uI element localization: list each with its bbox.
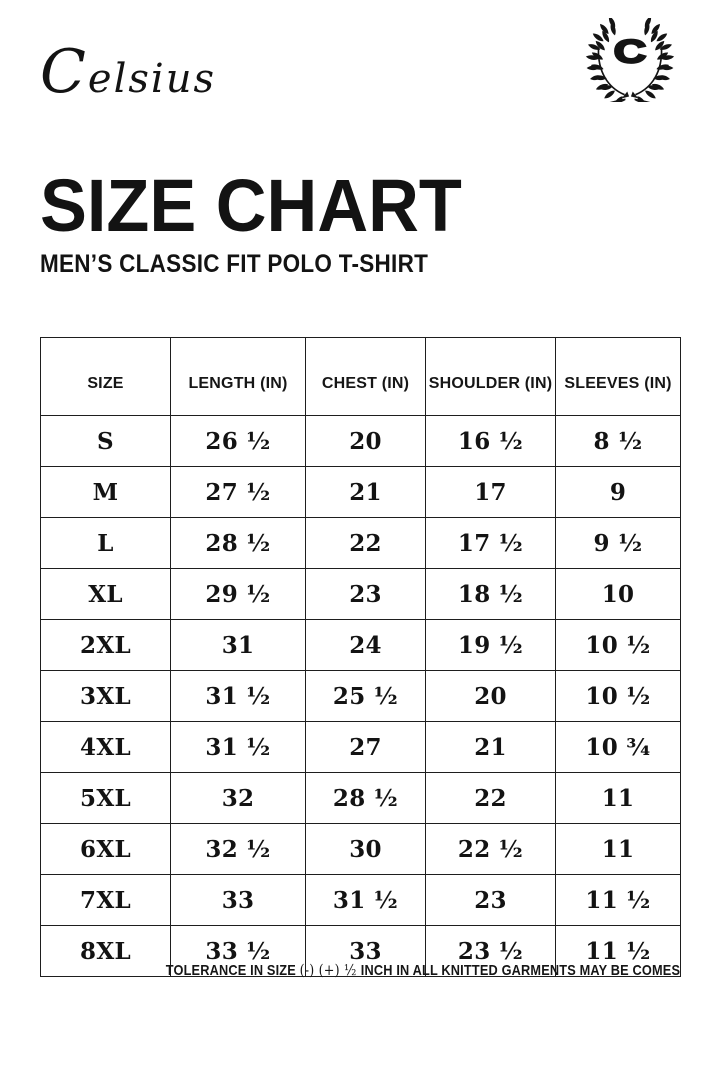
- size-cell: S: [40, 415, 171, 467]
- shoulder-cell: 17 ½: [425, 517, 556, 569]
- chest-cell: 20: [305, 415, 426, 467]
- col-header-sleeves: SLEEVES (IN): [555, 337, 681, 416]
- size-cell: 2XL: [40, 619, 171, 671]
- shoulder-cell: 22: [425, 772, 556, 824]
- tolerance-note-symbols: (-) (+) ½: [299, 961, 361, 979]
- table-row: 7XL 33 31 ½ 23 11 ½: [40, 874, 681, 926]
- table-row: 8XL 33 ½ 33 23 ½ 11 ½: [40, 925, 681, 977]
- table-row: 5XL 32 28 ½ 22 11: [40, 772, 681, 824]
- shoulder-cell: 17: [425, 466, 556, 518]
- table-row: M 27 ½ 21 17 9: [40, 466, 681, 518]
- col-header-size: SIZE: [40, 337, 171, 416]
- header-row: SIZE LENGTH (IN) CHEST (IN) SHOULDER (IN…: [40, 337, 681, 416]
- tolerance-note-text-2: INCH IN ALL KNITTED GARMENTS MAY BE COME…: [360, 962, 680, 979]
- length-cell: 33 ½: [170, 925, 306, 977]
- table-row: L 28 ½ 22 17 ½ 9 ½: [40, 517, 681, 569]
- size-cell: 7XL: [40, 874, 171, 926]
- shoulder-cell: 22 ½: [425, 823, 556, 875]
- size-chart-table: SIZE LENGTH (IN) CHEST (IN) SHOULDER (IN…: [40, 337, 681, 977]
- chest-cell: 33: [305, 925, 426, 977]
- table-row: 3XL 31 ½ 25 ½ 20 10 ½: [40, 670, 681, 722]
- chest-cell: 27: [305, 721, 426, 773]
- table-row: 6XL 32 ½ 30 22 ½ 11: [40, 823, 681, 875]
- length-cell: 33: [170, 874, 306, 926]
- table-row: XL 29 ½ 23 18 ½ 10: [40, 568, 681, 620]
- sleeves-cell: 10 ½: [555, 619, 681, 671]
- sleeves-cell: 9 ½: [555, 517, 681, 569]
- laurel-wreath-crest-icon: C: [584, 18, 676, 102]
- size-cell: 3XL: [40, 670, 171, 722]
- length-cell: 31 ½: [170, 670, 306, 722]
- chest-cell: 24: [305, 619, 426, 671]
- length-cell: 32 ½: [170, 823, 306, 875]
- sleeves-cell: 11: [555, 823, 681, 875]
- col-header-shoulder: SHOULDER (IN): [425, 337, 556, 416]
- crest-letter: C: [614, 35, 646, 70]
- product-subtitle: MEN’S CLASSIC FIT POLO T-SHIRT: [40, 250, 429, 278]
- table-row: 2XL 31 24 19 ½ 10 ½: [40, 619, 681, 671]
- length-cell: 31: [170, 619, 306, 671]
- brand-logo-text: Celsius: [40, 37, 216, 107]
- sleeves-cell: 10: [555, 568, 681, 620]
- sleeves-cell: 11 ½: [555, 925, 681, 977]
- chest-cell: 23: [305, 568, 426, 620]
- tolerance-note-text: TOLERANCE IN SIZE: [165, 962, 300, 979]
- size-cell: M: [40, 466, 171, 518]
- sleeves-cell: 11 ½: [555, 874, 681, 926]
- length-cell: 32: [170, 772, 306, 824]
- chest-cell: 25 ½: [305, 670, 426, 722]
- table-row: S 26 ½ 20 16 ½ 8 ½: [40, 415, 681, 467]
- length-cell: 29 ½: [170, 568, 306, 620]
- shoulder-cell: 16 ½: [425, 415, 556, 467]
- shoulder-cell: 23 ½: [425, 925, 556, 977]
- shoulder-cell: 20: [425, 670, 556, 722]
- shoulder-cell: 18 ½: [425, 568, 556, 620]
- size-cell: L: [40, 517, 171, 569]
- chest-cell: 31 ½: [305, 874, 426, 926]
- shoulder-cell: 21: [425, 721, 556, 773]
- length-cell: 31 ½: [170, 721, 306, 773]
- size-cell: 4XL: [40, 721, 171, 773]
- sleeves-cell: 10 ¾: [555, 721, 681, 773]
- page-title: SIZE CHART: [40, 164, 462, 247]
- size-cell: 5XL: [40, 772, 171, 824]
- size-cell: XL: [40, 568, 171, 620]
- size-cell: 8XL: [40, 925, 171, 977]
- sleeves-cell: 10 ½: [555, 670, 681, 722]
- shoulder-cell: 19 ½: [425, 619, 556, 671]
- table-row: 4XL 31 ½ 27 21 10 ¾: [40, 721, 681, 773]
- chest-cell: 21: [305, 466, 426, 518]
- sleeves-cell: 11: [555, 772, 681, 824]
- chest-cell: 30: [305, 823, 426, 875]
- chest-cell: 28 ½: [305, 772, 426, 824]
- length-cell: 28 ½: [170, 517, 306, 569]
- sleeves-cell: 8 ½: [555, 415, 681, 467]
- chest-cell: 22: [305, 517, 426, 569]
- sleeves-cell: 9: [555, 466, 681, 518]
- shoulder-cell: 23: [425, 874, 556, 926]
- length-cell: 27 ½: [170, 466, 306, 518]
- wreath-branches: [586, 18, 675, 102]
- col-header-chest: CHEST (IN): [305, 337, 426, 416]
- length-cell: 26 ½: [170, 415, 306, 467]
- size-cell: 6XL: [40, 823, 171, 875]
- tolerance-note: TOLERANCE IN SIZE (-) (+) ½ INCH IN ALL …: [166, 961, 680, 979]
- col-header-length: LENGTH (IN): [170, 337, 306, 416]
